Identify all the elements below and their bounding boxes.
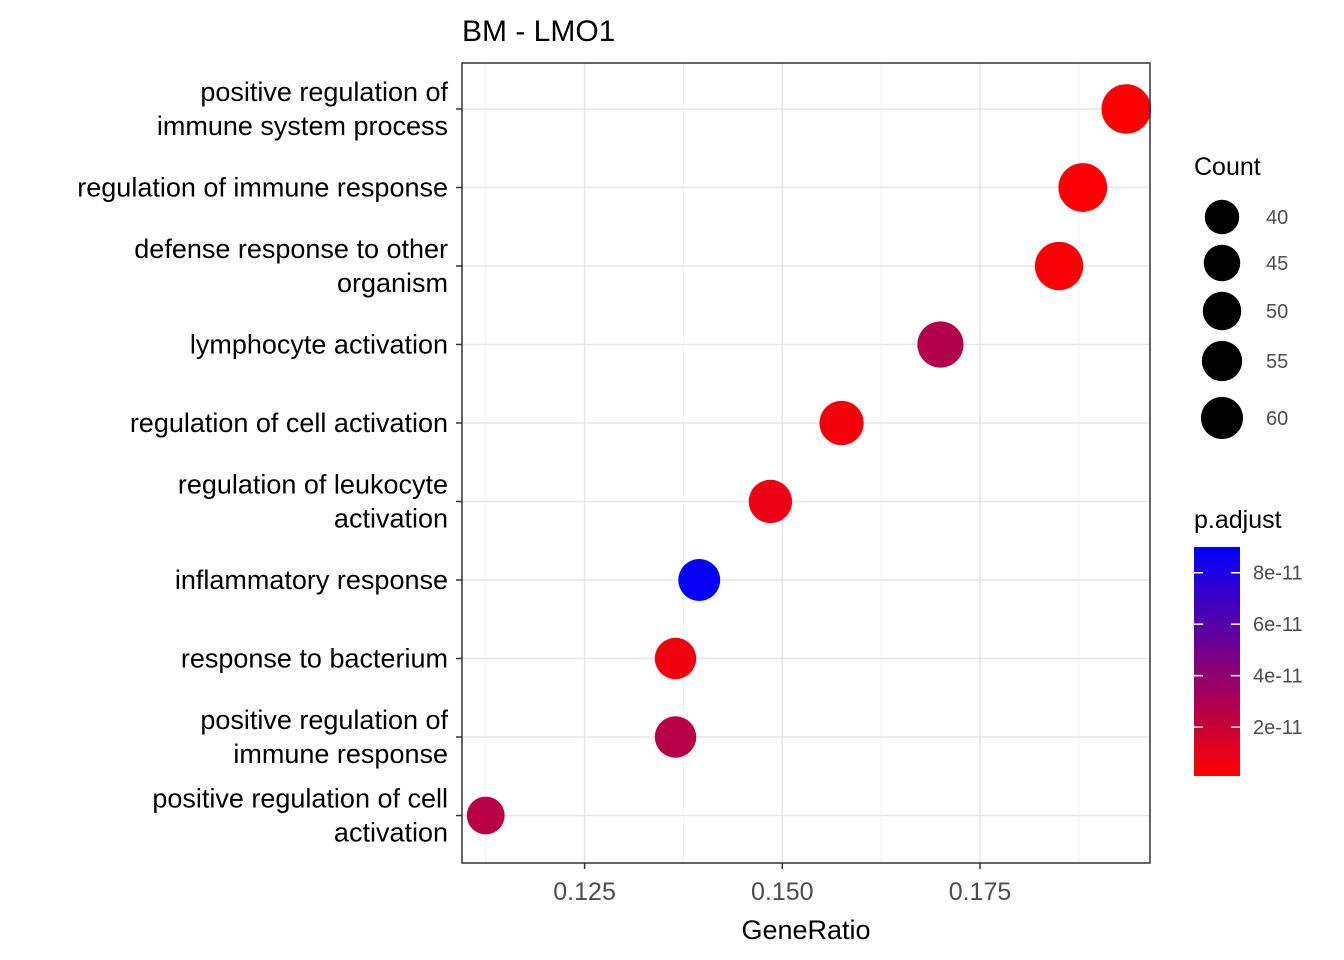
data-point	[1034, 241, 1084, 291]
y-axis: positive regulation of immune system proc…	[77, 77, 462, 848]
color-legend: p.adjust 8e-11 6e-11 4e-11 2e-11	[1194, 506, 1303, 776]
data-point	[819, 400, 864, 446]
size-legend: Count 40 45 50 55 60	[1194, 153, 1288, 440]
y-tick-label: immune system process	[157, 111, 448, 141]
chart-title: BM - LMO1	[462, 15, 615, 48]
color-legend-gradient-bar	[1194, 547, 1240, 776]
color-legend-title: p.adjust	[1194, 506, 1282, 534]
x-axis: 0.125 0.150 0.175	[553, 863, 1011, 906]
size-legend-key	[1201, 340, 1243, 382]
color-legend-label: 4e-11	[1253, 666, 1303, 688]
size-legend-label: 60	[1266, 408, 1288, 430]
y-tick-label: regulation of cell activation	[130, 408, 448, 438]
size-legend-label: 45	[1266, 253, 1288, 275]
y-tick-label: regulation of immune response	[77, 173, 448, 203]
y-tick-label: activation	[334, 818, 448, 848]
x-tick-label: 0.175	[949, 878, 1012, 906]
points-layer	[466, 84, 1152, 835]
size-legend-key	[1200, 396, 1244, 440]
y-tick-label: defense response to other	[134, 234, 448, 264]
y-tick-label: response to bacterium	[181, 644, 448, 674]
x-tick-label: 0.125	[553, 878, 616, 906]
data-point	[748, 479, 793, 524]
size-legend-key	[1203, 244, 1241, 282]
color-legend-label: 2e-11	[1253, 717, 1303, 739]
y-tick-label: positive regulation of	[200, 705, 448, 735]
x-tick-label: 0.150	[751, 878, 814, 906]
y-tick-label: positive regulation of	[200, 77, 448, 107]
data-point	[654, 716, 697, 758]
data-point	[1101, 84, 1152, 134]
size-legend-key	[1202, 291, 1242, 331]
color-legend-label: 6e-11	[1253, 614, 1303, 636]
y-tick-label: lymphocyte activation	[190, 330, 448, 360]
size-legend-key	[1204, 199, 1240, 235]
data-point	[678, 559, 721, 601]
size-legend-title: Count	[1194, 153, 1261, 181]
data-point	[466, 796, 505, 835]
size-legend-label: 50	[1266, 301, 1288, 323]
data-point	[654, 637, 697, 680]
x-axis-title: GeneRatio	[741, 915, 870, 945]
size-legend-label: 40	[1266, 207, 1288, 229]
grid-layer	[462, 63, 1150, 863]
y-tick-label: activation	[334, 504, 448, 534]
data-point	[917, 321, 964, 368]
y-tick-label: inflammatory response	[175, 565, 448, 595]
color-legend-label: 8e-11	[1253, 563, 1303, 585]
y-tick-label: organism	[337, 268, 448, 298]
y-tick-label: immune response	[233, 739, 448, 769]
y-tick-label: regulation of leukocyte	[178, 470, 448, 500]
y-tick-label: positive regulation of cell	[152, 784, 448, 814]
panel-border	[461, 62, 1151, 864]
data-point	[1058, 163, 1108, 212]
size-legend-label: 55	[1266, 351, 1288, 373]
